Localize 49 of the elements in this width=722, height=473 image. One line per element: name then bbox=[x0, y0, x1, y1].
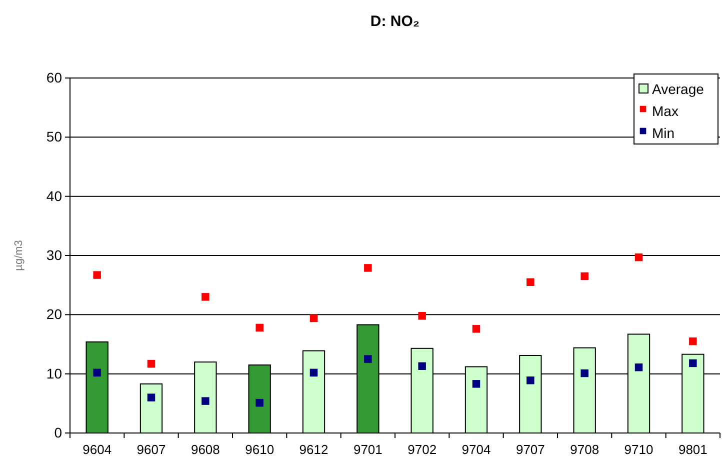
point bbox=[634, 253, 643, 262]
point bbox=[310, 368, 318, 377]
point bbox=[256, 324, 264, 332]
x-tick-label: 9701 bbox=[353, 442, 382, 458]
x-tick-label: 9608 bbox=[190, 442, 220, 458]
x-tick-label: 9801 bbox=[678, 442, 708, 458]
x-tick-label: 9704 bbox=[462, 442, 491, 458]
y-tick-label: 60 bbox=[46, 69, 62, 86]
point bbox=[147, 360, 156, 368]
point bbox=[93, 368, 101, 377]
point bbox=[472, 324, 480, 333]
x-tick-label: 9710 bbox=[624, 442, 654, 458]
legend-label: Min bbox=[652, 125, 675, 141]
x-tick-label: 9707 bbox=[516, 442, 545, 458]
point bbox=[689, 359, 697, 368]
point bbox=[580, 369, 588, 378]
y-tick-label: 0 bbox=[54, 424, 62, 440]
x-tick-label: 9612 bbox=[299, 442, 328, 458]
point bbox=[364, 264, 372, 272]
y-tick-label: 20 bbox=[46, 306, 62, 322]
point bbox=[526, 376, 534, 384]
legend-label: Max bbox=[652, 103, 678, 119]
point bbox=[364, 355, 372, 363]
point bbox=[202, 397, 210, 405]
point bbox=[418, 312, 426, 320]
point bbox=[310, 314, 318, 322]
point bbox=[580, 272, 588, 280]
point bbox=[634, 363, 643, 372]
bar bbox=[140, 383, 163, 434]
y-tick-label: 50 bbox=[46, 128, 62, 145]
x-tick-label: 9610 bbox=[245, 442, 274, 458]
point bbox=[689, 337, 697, 346]
point bbox=[256, 398, 264, 407]
point bbox=[147, 394, 156, 402]
point bbox=[93, 271, 101, 279]
y-tick-label: 40 bbox=[46, 188, 62, 204]
x-tick-label: 9702 bbox=[408, 442, 437, 458]
chart-title: D: NO₂ bbox=[370, 13, 420, 30]
y-tick-label: 30 bbox=[46, 246, 62, 263]
x-tick-label: 9604 bbox=[82, 442, 112, 458]
legend-label: Average bbox=[652, 81, 704, 97]
point bbox=[472, 380, 480, 388]
point bbox=[418, 362, 426, 370]
x-tick-label: 9708 bbox=[570, 442, 600, 458]
y-tick-label: 10 bbox=[46, 365, 62, 382]
point bbox=[526, 278, 534, 286]
x-tick-label: 9607 bbox=[136, 442, 166, 458]
point bbox=[202, 293, 210, 301]
y-axis-title: µg/m3 bbox=[13, 240, 25, 271]
